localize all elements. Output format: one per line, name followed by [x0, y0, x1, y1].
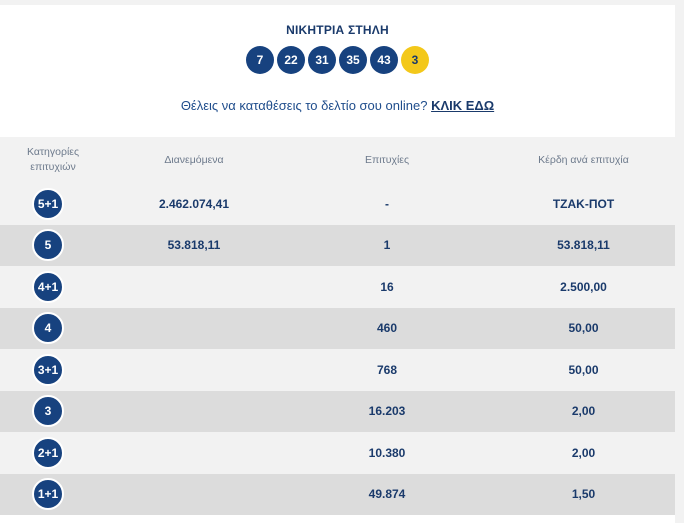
prize-cell: 1,50	[571, 487, 596, 502]
header-distributed: Διανεμόμενα	[164, 154, 224, 166]
category-badge: 1+1	[32, 478, 64, 511]
table-header-row: Κατηγορίες επιτυχιών Διανεμόμενα Επιτυχί…	[0, 137, 675, 183]
winners-cell: 16	[380, 279, 394, 294]
winners-cell: 1	[383, 238, 391, 253]
prize-cell: 2.500,00	[560, 279, 607, 294]
table-row: 5+1 2.462.074,41 - ΤΖΑΚ-ΠΟΤ	[0, 183, 675, 225]
number-ball: 35	[339, 46, 367, 74]
distributed-cell	[106, 391, 282, 433]
online-ticket-prompt: Θέλεις να καταθέσεις το δελτίο σου onlin…	[0, 98, 675, 113]
table-row: 1+1 49.874 1,50	[0, 473, 675, 516]
joker-ball: 3	[401, 46, 429, 74]
prize-cell: ΤΖΑΚ-ΠΟΤ	[552, 196, 615, 211]
prize-cell: 2,00	[571, 404, 596, 419]
distributed-cell	[106, 308, 282, 350]
distributed-cell	[106, 266, 282, 308]
number-ball: 43	[370, 46, 398, 74]
number-ball: 7	[246, 46, 274, 74]
header-categories: Κατηγορίες επιτυχιών	[0, 137, 106, 183]
number-ball: 31	[308, 46, 336, 74]
click-here-link[interactable]: ΚΛΙΚ ΕΔΩ	[431, 98, 495, 113]
winners-cell: 768	[376, 362, 398, 377]
table-row: 3 16.203 2,00	[0, 390, 675, 433]
prize-cell: 50,00	[568, 321, 599, 336]
header-categories-line1: Κατηγορίες	[26, 146, 80, 158]
winners-cell: 16.203	[368, 404, 406, 419]
winners-cell: -	[385, 196, 389, 211]
prompt-text: Θέλεις να καταθέσεις το δελτίο σου onlin…	[180, 98, 428, 113]
header-winners: Επιτυχίες	[364, 154, 410, 166]
winners-cell: 10.380	[368, 445, 406, 460]
winners-cell: 49.874	[368, 487, 406, 502]
table-row: 2+1 10.380 2,00	[0, 432, 675, 474]
prize-cell: 53.818,11	[557, 238, 610, 253]
header-categories-line2: επιτυχιών	[30, 161, 76, 173]
distributed-cell	[106, 432, 282, 474]
prize-cell: 50,00	[568, 362, 599, 377]
category-badge: 3+1	[32, 353, 64, 386]
prize-cell: 2,00	[571, 445, 596, 460]
number-ball: 22	[277, 46, 305, 74]
winners-cell: 460	[376, 321, 398, 336]
table-row: 4+1 16 2.500,00	[0, 266, 675, 308]
winning-numbers: 7 22 31 35 43 3	[0, 46, 675, 74]
winning-column-title: ΝΙΚΗΤΡΙΑ ΣΤΗΛΗ	[286, 23, 389, 37]
table-row: 3+1 768 50,00	[0, 349, 675, 391]
category-badge: 5+1	[32, 187, 64, 220]
distributed-cell	[106, 349, 282, 391]
distributed-cell	[106, 474, 282, 516]
table-row: 4 460 50,00	[0, 307, 675, 350]
category-badge: 3	[32, 395, 64, 428]
category-badge: 2+1	[32, 436, 64, 469]
category-badge: 4+1	[32, 270, 64, 303]
table-row: 5 53.818,11 1 53.818,11	[0, 224, 675, 266]
header-prize: Κέρδη ανά επιτυχία	[538, 154, 629, 166]
category-badge: 4	[32, 312, 64, 345]
distributed-cell: 53.818,11	[167, 238, 221, 253]
distributed-cell: 2.462.074,41	[158, 196, 230, 211]
prize-table: Κατηγορίες επιτυχιών Διανεμόμενα Επιτυχί…	[0, 137, 675, 515]
category-badge: 5	[32, 229, 64, 262]
